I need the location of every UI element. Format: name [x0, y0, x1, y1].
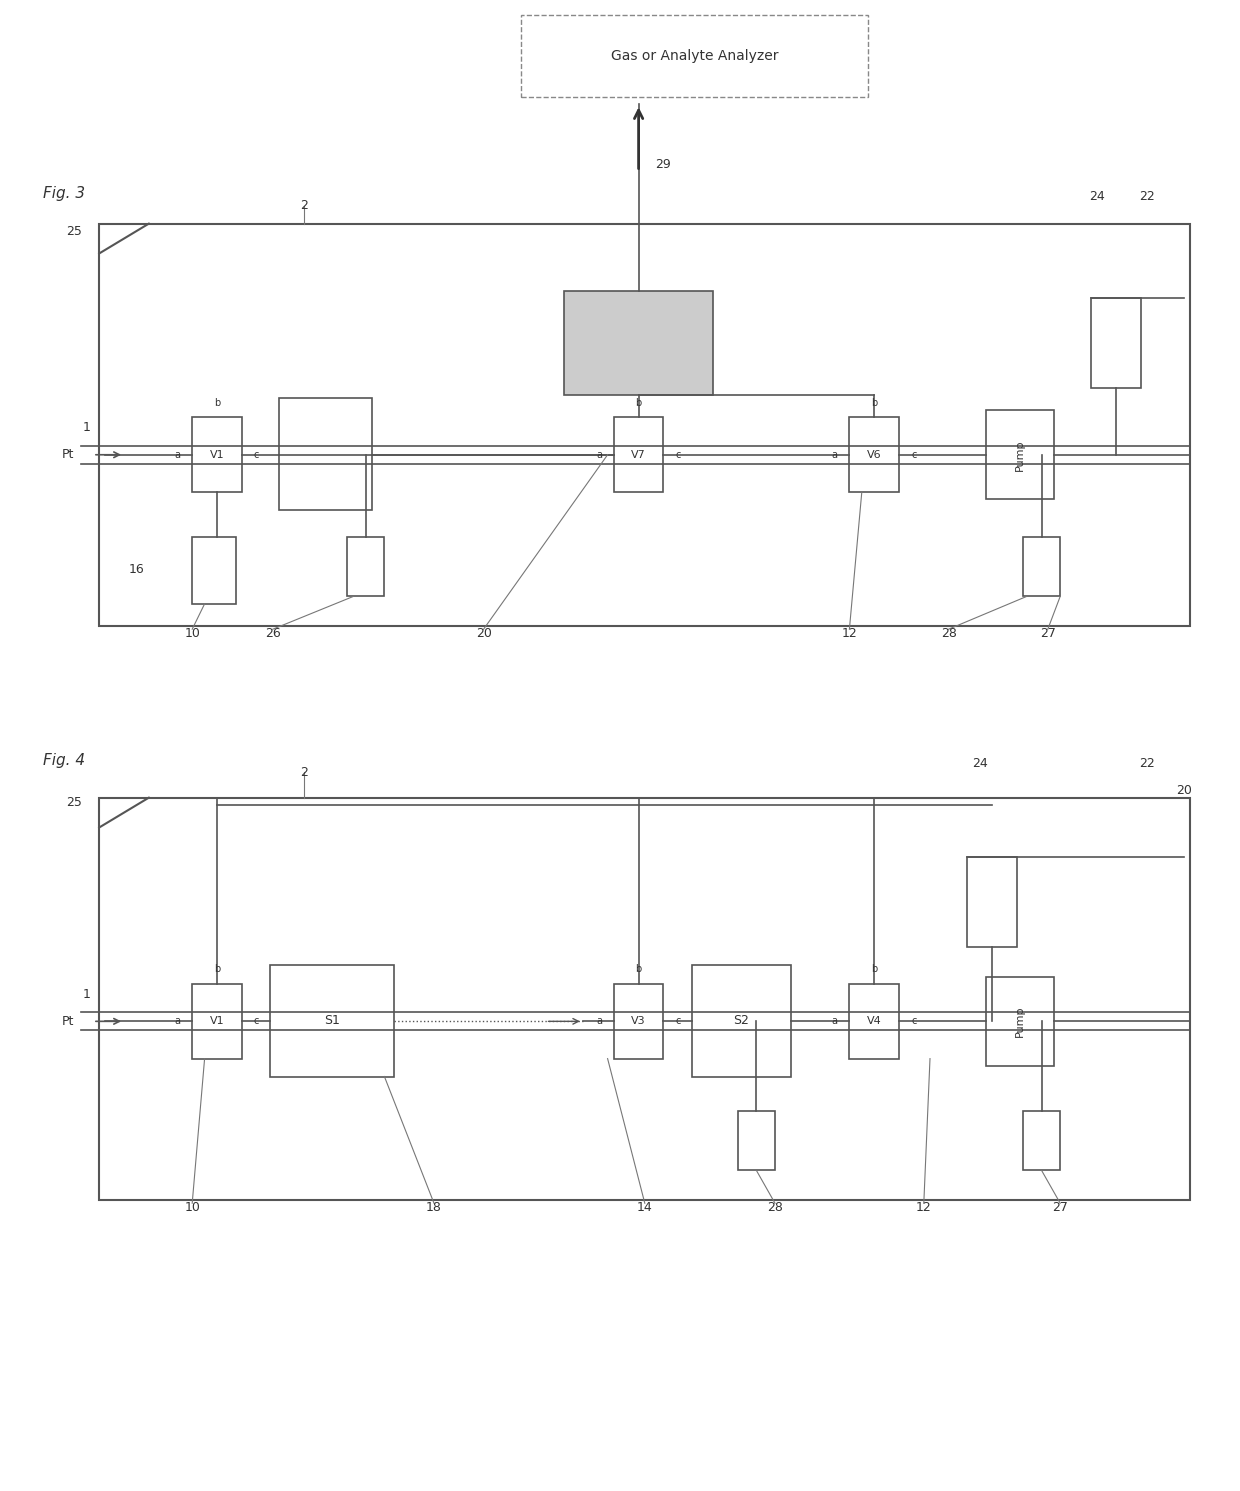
Text: 29: 29 — [656, 158, 671, 170]
Text: b: b — [213, 965, 221, 974]
Bar — [849, 417, 899, 492]
Text: 25: 25 — [67, 225, 82, 237]
Text: 12: 12 — [842, 628, 857, 640]
Text: a: a — [832, 1017, 837, 1026]
Text: c: c — [254, 1017, 259, 1026]
Text: b: b — [870, 965, 878, 974]
Bar — [99, 224, 1190, 626]
Text: 24: 24 — [972, 757, 987, 769]
Text: 27: 27 — [1053, 1202, 1068, 1214]
Text: c: c — [676, 450, 681, 459]
Bar — [1091, 298, 1141, 388]
Text: 24: 24 — [1090, 191, 1105, 203]
Bar — [967, 857, 1017, 947]
Bar — [1023, 537, 1060, 596]
Text: 28: 28 — [941, 628, 956, 640]
Text: Pump: Pump — [1014, 1005, 1025, 1038]
Bar — [564, 291, 713, 395]
Text: a: a — [596, 450, 601, 459]
Bar — [192, 984, 242, 1059]
Bar — [986, 977, 1054, 1066]
Bar — [192, 537, 236, 604]
Text: c: c — [676, 1017, 681, 1026]
Text: 1: 1 — [83, 422, 91, 434]
Bar — [99, 798, 1190, 1200]
Text: b: b — [635, 965, 642, 974]
Text: Pt: Pt — [62, 449, 74, 461]
Bar — [1023, 1111, 1060, 1170]
Text: 20: 20 — [476, 628, 491, 640]
Text: V3: V3 — [631, 1017, 646, 1026]
Bar — [614, 984, 663, 1059]
Text: V6: V6 — [867, 450, 882, 459]
Text: Fig. 4: Fig. 4 — [43, 753, 86, 768]
Bar — [521, 15, 868, 97]
Text: Gas or Analyte Analyzer: Gas or Analyte Analyzer — [610, 49, 779, 63]
Text: a: a — [175, 1017, 180, 1026]
Text: 16: 16 — [129, 564, 144, 576]
Text: S1: S1 — [325, 1014, 340, 1027]
Text: 2: 2 — [300, 766, 308, 778]
Bar — [738, 1111, 775, 1170]
Text: a: a — [596, 1017, 601, 1026]
Text: c: c — [254, 450, 259, 459]
Text: a: a — [832, 450, 837, 459]
Text: b: b — [870, 398, 878, 407]
Text: Pump: Pump — [1014, 438, 1025, 471]
Text: V1: V1 — [210, 450, 224, 459]
Text: 22: 22 — [1140, 757, 1154, 769]
Text: 22: 22 — [1140, 191, 1154, 203]
Text: c: c — [911, 1017, 916, 1026]
Text: 10: 10 — [185, 1202, 200, 1214]
Text: 1: 1 — [83, 989, 91, 1000]
Text: V7: V7 — [631, 450, 646, 459]
Text: 25: 25 — [67, 796, 82, 808]
Text: b: b — [213, 398, 221, 407]
Bar — [192, 417, 242, 492]
Text: 14: 14 — [637, 1202, 652, 1214]
Text: 10: 10 — [185, 628, 200, 640]
Text: c: c — [911, 450, 916, 459]
Bar — [692, 965, 791, 1077]
Text: Fig. 3: Fig. 3 — [43, 186, 86, 201]
Bar — [347, 537, 384, 596]
Text: 27: 27 — [1040, 628, 1055, 640]
Bar — [270, 965, 394, 1077]
Text: b: b — [635, 398, 642, 407]
Text: 26: 26 — [265, 628, 280, 640]
Text: 18: 18 — [427, 1202, 441, 1214]
Text: 20: 20 — [1177, 784, 1192, 796]
Text: V1: V1 — [210, 1017, 224, 1026]
Text: 28: 28 — [768, 1202, 782, 1214]
Text: Pt: Pt — [62, 1015, 74, 1027]
Bar — [986, 410, 1054, 499]
Bar — [614, 417, 663, 492]
Text: a: a — [175, 450, 180, 459]
Text: S2: S2 — [734, 1014, 749, 1027]
Text: 12: 12 — [916, 1202, 931, 1214]
Text: 2: 2 — [300, 200, 308, 212]
Text: V4: V4 — [867, 1017, 882, 1026]
Bar — [849, 984, 899, 1059]
Bar — [279, 398, 372, 510]
